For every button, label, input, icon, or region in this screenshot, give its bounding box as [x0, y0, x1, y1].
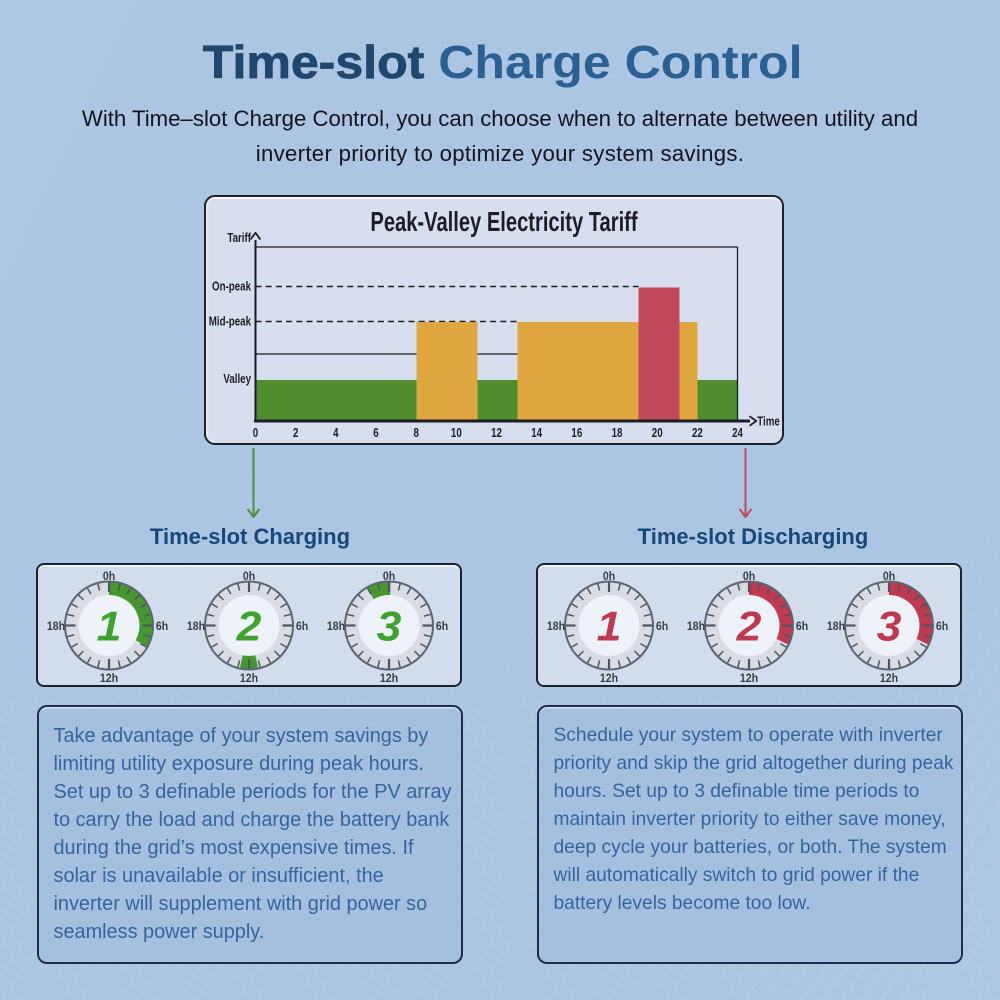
svg-text:6h: 6h — [656, 620, 668, 633]
svg-text:3: 3 — [377, 604, 402, 651]
svg-text:12h: 12h — [380, 672, 398, 685]
svg-text:0h: 0h — [743, 570, 755, 583]
svg-text:6h: 6h — [936, 620, 948, 633]
svg-text:18h: 18h — [547, 620, 565, 633]
svg-text:2: 2 — [736, 604, 762, 651]
svg-text:20: 20 — [652, 427, 663, 441]
svg-text:10: 10 — [451, 427, 462, 441]
svg-text:18h: 18h — [687, 620, 705, 633]
svg-text:12h: 12h — [880, 672, 898, 685]
svg-text:0h: 0h — [243, 570, 255, 583]
svg-text:0h: 0h — [103, 570, 115, 583]
svg-text:8: 8 — [413, 427, 419, 441]
svg-text:12: 12 — [491, 427, 502, 441]
svg-text:22: 22 — [692, 427, 703, 441]
svg-text:Mid-peak: Mid-peak — [209, 315, 252, 329]
svg-text:Peak-Valley Electricity Tariff: Peak-Valley Electricity Tariff — [370, 207, 638, 238]
svg-text:24: 24 — [732, 427, 743, 441]
svg-text:3: 3 — [877, 604, 902, 651]
svg-text:18h: 18h — [827, 620, 845, 633]
svg-text:1: 1 — [97, 604, 122, 651]
svg-text:2: 2 — [236, 604, 262, 651]
svg-text:6h: 6h — [156, 620, 168, 633]
svg-text:16: 16 — [571, 427, 582, 441]
svg-text:4: 4 — [333, 427, 339, 441]
svg-text:0h: 0h — [383, 570, 395, 583]
svg-text:12h: 12h — [100, 672, 118, 685]
svg-text:12h: 12h — [600, 672, 618, 685]
svg-text:0h: 0h — [883, 570, 895, 583]
svg-text:0h: 0h — [603, 570, 615, 583]
svg-text:6h: 6h — [296, 620, 308, 633]
svg-text:On-peak: On-peak — [212, 280, 252, 294]
svg-text:14: 14 — [531, 427, 542, 441]
svg-text:1: 1 — [597, 604, 622, 651]
svg-text:6h: 6h — [796, 620, 808, 633]
svg-text:2: 2 — [293, 427, 298, 441]
svg-text:6: 6 — [373, 427, 378, 441]
svg-text:12h: 12h — [740, 672, 758, 685]
svg-text:12h: 12h — [240, 672, 258, 685]
svg-text:6h: 6h — [436, 620, 448, 633]
svg-text:18h: 18h — [187, 620, 205, 633]
svg-text:18h: 18h — [327, 620, 345, 633]
svg-text:0: 0 — [253, 427, 258, 441]
svg-text:Tariff: Tariff — [227, 232, 251, 246]
svg-text:Time: Time — [757, 415, 780, 429]
svg-text:18h: 18h — [47, 620, 65, 633]
svg-text:18: 18 — [612, 427, 623, 441]
svg-text:Valley: Valley — [223, 373, 251, 387]
